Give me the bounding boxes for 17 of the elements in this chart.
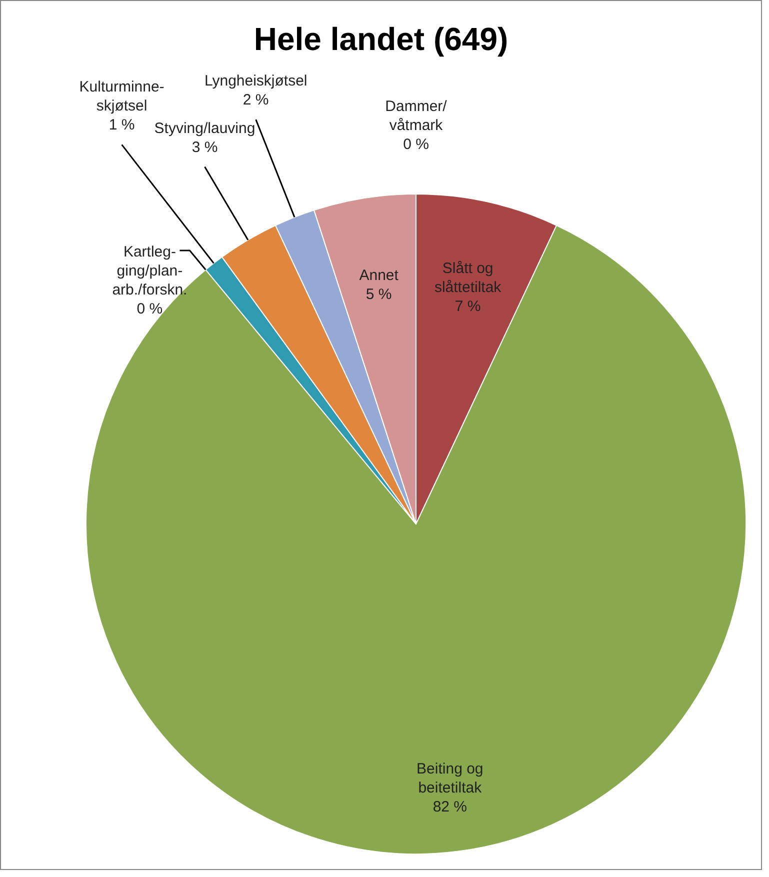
slice-label: Styving/lauving [154, 120, 256, 137]
slice-label: Kulturminne- skjøtsel [79, 78, 164, 115]
category-label: Kartleg- ging/plan- arb./forskn. [112, 243, 188, 298]
data-label: 7 % [454, 298, 481, 316]
slice-label: Slått og slåttetiltak [434, 260, 502, 296]
data-label: 5 % [366, 286, 392, 303]
data-label: 1 % [108, 116, 135, 134]
text: 0 % [403, 136, 429, 153]
data-label: 2 % [242, 92, 269, 109]
data-label: 3 % [192, 138, 218, 156]
slice-label: Beiting og beitetiltak [416, 760, 484, 796]
slice-label: Lyngheiskjøtsel [204, 72, 308, 90]
slice-label: Annet [359, 266, 400, 284]
chart-title: Hele landet (649) [252, 21, 510, 58]
category-label: Dammer/ våtmark [385, 98, 447, 134]
text: 0 % [136, 300, 163, 318]
data-label: 82 % [432, 798, 468, 816]
